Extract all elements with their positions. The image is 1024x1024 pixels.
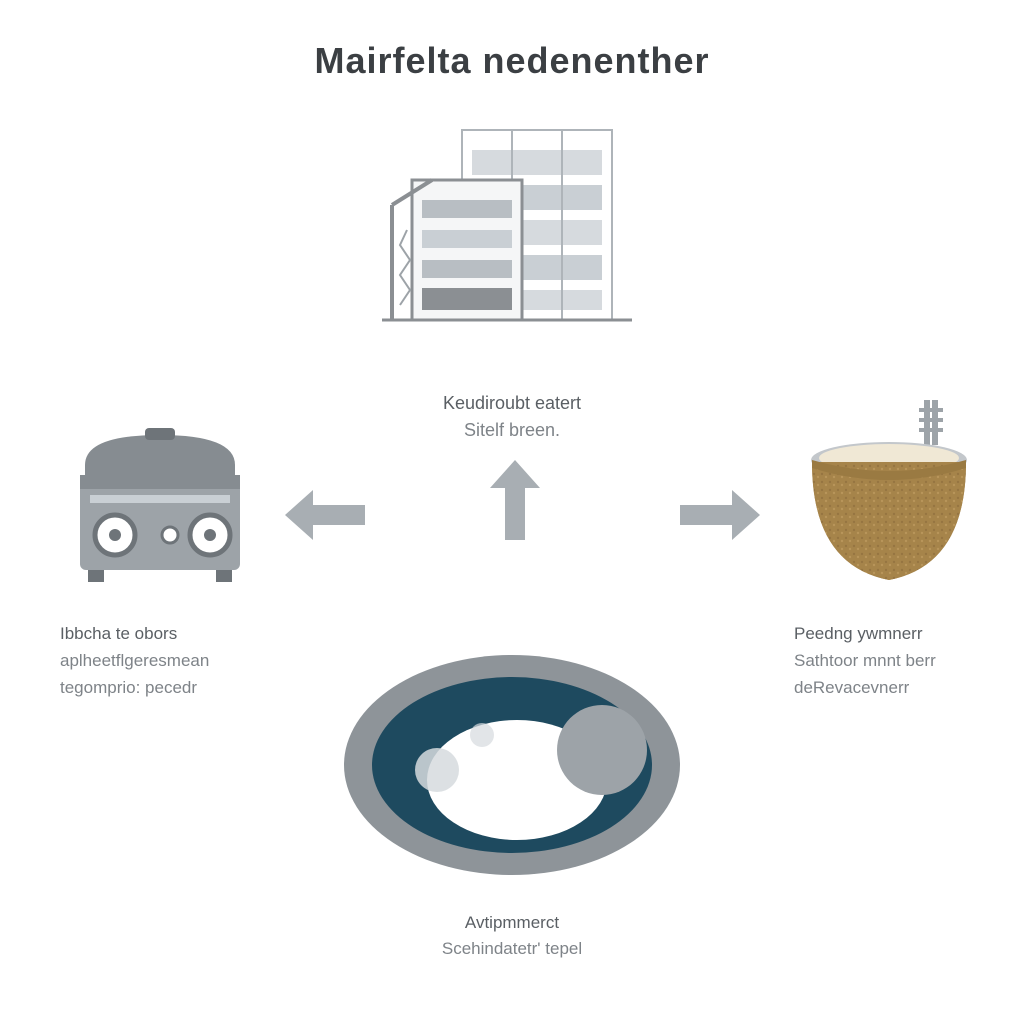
bottom-caption: Avtipmmerct Scehindatetr' tepel xyxy=(442,910,582,961)
page-title: Mairfelta nedenenther xyxy=(0,40,1024,82)
oval-icon xyxy=(342,650,682,880)
machine-icon xyxy=(60,420,260,590)
right-caption-line1: Peedng ywmnerr xyxy=(794,620,994,647)
center-caption-line2: Sitelf breen. xyxy=(443,417,581,444)
left-caption-line2: aplheetflgeresmean xyxy=(60,647,280,674)
right-caption: Peedng ywmnerr Sathtoor mnnt berr deReva… xyxy=(794,620,994,702)
center-caption: Keudiroubt eatert Sitelf breen. xyxy=(443,390,581,444)
left-caption-line1: Ibbcha te obors xyxy=(60,620,280,647)
bottom-caption-line2: Scehindatetr' tepel xyxy=(442,936,582,962)
left-caption: Ibbcha te obors aplheetflgeresmean tegom… xyxy=(60,620,280,702)
cup-icon xyxy=(804,400,984,590)
arrow-left-icon xyxy=(285,490,365,540)
left-caption-line3: tegomprio: pecedr xyxy=(60,674,280,701)
arrow-up-icon xyxy=(490,460,540,540)
right-caption-line3: deRevacevnerr xyxy=(794,674,994,701)
right-caption-line2: Sathtoor mnnt berr xyxy=(794,647,994,674)
center-caption-line1: Keudiroubt eatert xyxy=(443,390,581,417)
bottom-caption-line1: Avtipmmerct xyxy=(442,910,582,936)
building-icon xyxy=(372,110,652,340)
arrow-right-icon xyxy=(680,490,760,540)
